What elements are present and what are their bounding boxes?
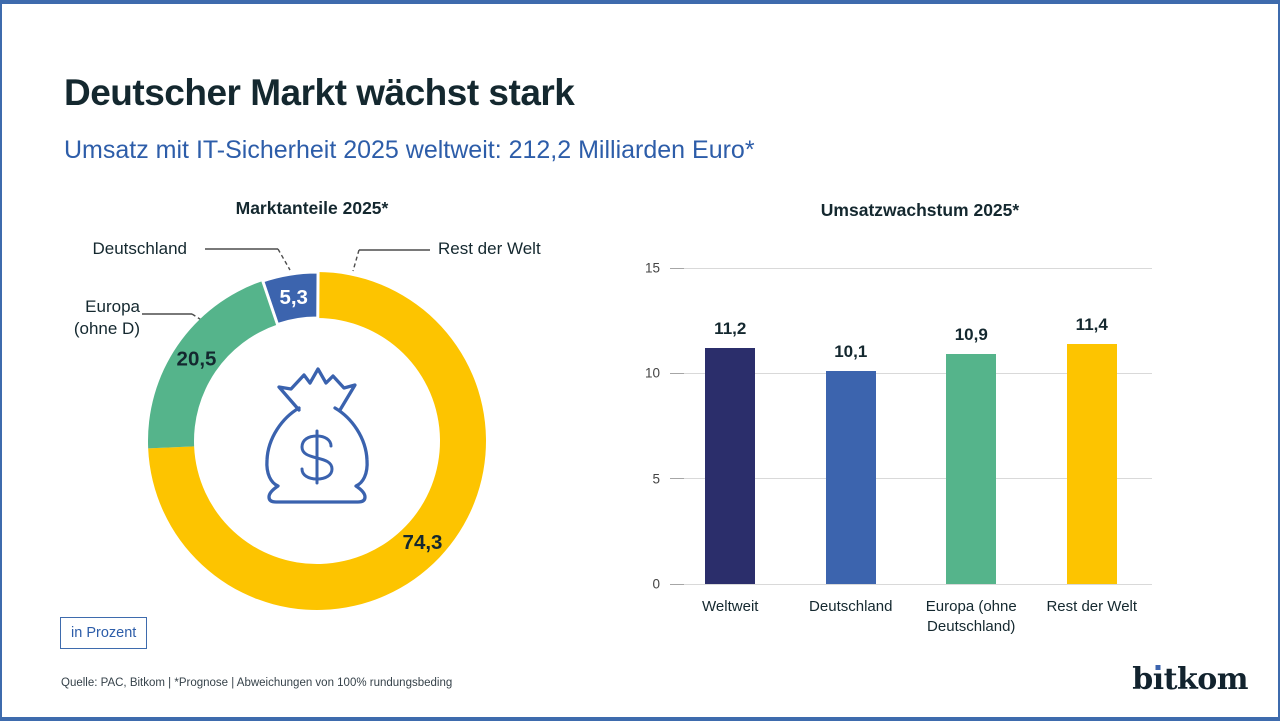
donut-slice xyxy=(148,272,486,611)
axis-tick xyxy=(670,267,684,269)
bar-4 xyxy=(1066,343,1117,584)
donut-slice xyxy=(260,270,320,327)
axis-tick xyxy=(670,372,684,374)
unit-legend-box: in Prozent xyxy=(60,617,148,649)
bar-category-label-line: Weltweit xyxy=(702,598,759,615)
bar-chart: 0 5 10 15 11,2 Weltweit 10,1 Deutschland 10,9 Eur… xyxy=(645,261,1152,635)
axis-tick xyxy=(670,583,684,585)
donut-slice-value: 20,5 xyxy=(177,348,217,371)
bar-value-label: 11,4 xyxy=(1075,314,1108,334)
leader-line-rest-der-welt-dash xyxy=(352,249,360,272)
donut-label-europa-line1: Europa xyxy=(85,297,140,316)
money-bag-dollar-icon xyxy=(265,367,369,504)
leader-line-europa-dash xyxy=(191,313,204,322)
donut-label-europa: Europa (ohne D) xyxy=(22,296,140,340)
bar-category-label-line: Deutschland) xyxy=(927,618,1016,635)
bar-chart-title: Umsatzwachstum 2025* xyxy=(820,200,1020,220)
y-axis-tick-label: 5 xyxy=(652,471,660,487)
leader-line-deutschland-dash xyxy=(277,248,291,271)
gridline xyxy=(670,372,1152,374)
bar-category-label-line: Deutschland xyxy=(809,598,893,615)
bar-value-label: 10,9 xyxy=(954,325,988,345)
donut-slice-value: 74,3 xyxy=(403,531,443,554)
bitkom-logo: bıtkom xyxy=(1132,662,1248,697)
bar-category-label-line: Europa (ohne xyxy=(925,598,1017,615)
bar-value-label: 11,2 xyxy=(714,319,747,339)
source-note: Quelle: PAC, Bitkom | *Prognose | Abweic… xyxy=(61,677,453,689)
donut-slices: 74,3 20,5 5,3 xyxy=(147,270,486,611)
logo-letter-i: ı xyxy=(1152,662,1164,697)
bar-category-label: Europa (ohne Deutschland) xyxy=(896,597,1046,637)
logo-text-part2: tkom xyxy=(1163,662,1249,697)
donut-label-europa-line2: (ohne D) xyxy=(73,319,140,338)
donut-chart-title: Marktanteile 2025* xyxy=(235,198,389,218)
page-title: Deutscher Markt wächst stark xyxy=(64,72,575,113)
bar-category-label: Rest der Welt xyxy=(1017,597,1167,617)
y-axis-tick-label: 15 xyxy=(644,260,660,276)
page-subtitle: Umsatz mit IT-Sicherheit 2025 weltweit: … xyxy=(64,136,755,164)
donut-slice-value: 5,3 xyxy=(279,286,308,309)
bar-category-label-line: Rest der Welt xyxy=(1046,598,1138,615)
bar-3 xyxy=(946,354,997,584)
gridline xyxy=(670,267,1152,269)
bar-1 xyxy=(705,348,756,584)
donut-label-rest-der-welt: Rest der Welt xyxy=(438,239,541,258)
y-axis-tick-label: 10 xyxy=(644,365,660,381)
y-axis-tick-label: 0 xyxy=(652,576,660,592)
donut-slice xyxy=(147,280,278,449)
bar-category-label: Weltweit xyxy=(655,597,805,617)
gridline xyxy=(670,583,1152,585)
logo-text-part1: b xyxy=(1132,662,1153,697)
axis-tick xyxy=(670,478,684,480)
bar-value-label: 10,1 xyxy=(834,342,868,362)
bar-category-label: Deutschland xyxy=(776,597,926,617)
donut-label-deutschland: Deutschland xyxy=(92,239,187,258)
bar-2 xyxy=(825,371,876,584)
gridline xyxy=(670,478,1152,480)
